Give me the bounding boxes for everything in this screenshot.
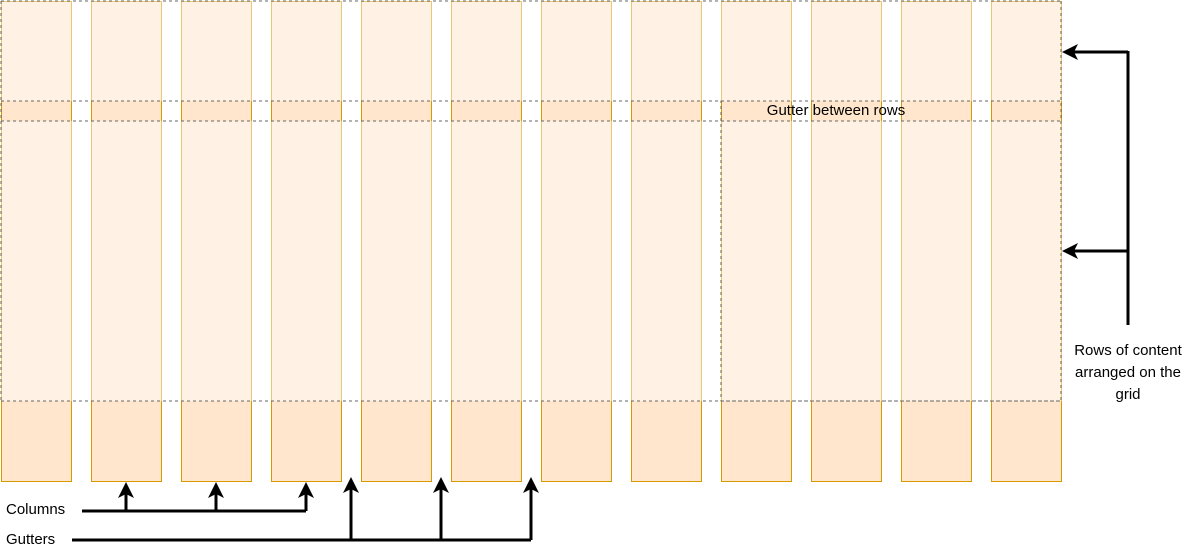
row-overlay xyxy=(541,121,612,401)
arrowhead-icon xyxy=(1062,243,1078,259)
row-overlay xyxy=(541,1,612,101)
gutter-between-rows-label: Gutter between rows xyxy=(766,102,906,119)
rows-label: Rows of content arranged on the grid xyxy=(1074,342,1182,403)
row-overlay xyxy=(991,1,1062,101)
grid-columns xyxy=(1,1,1062,482)
arrowhead-icon xyxy=(343,477,359,493)
row-overlay xyxy=(271,1,342,101)
row-overlay xyxy=(1,121,72,401)
row-overlay xyxy=(91,1,162,101)
row-overlay xyxy=(361,1,432,101)
row-overlay xyxy=(631,121,702,401)
row-overlay xyxy=(631,1,702,101)
row-overlay xyxy=(811,121,882,401)
arrowheads xyxy=(118,44,1078,498)
arrowhead-icon xyxy=(1062,44,1078,60)
arrowhead-icon xyxy=(208,482,224,498)
row-overlay xyxy=(721,1,792,101)
row-overlay xyxy=(361,121,432,401)
arrowhead-icon xyxy=(298,482,314,498)
row-guides xyxy=(0,0,1062,402)
arrowhead-icon xyxy=(523,477,539,493)
row-overlay xyxy=(1,1,72,101)
row-overlay xyxy=(91,121,162,401)
arrowhead-icon xyxy=(118,482,134,498)
row-overlay xyxy=(901,1,972,101)
content-block-outline xyxy=(720,100,1062,402)
row-overlay xyxy=(991,121,1062,401)
row-overlay xyxy=(901,121,972,401)
row-overlay xyxy=(451,121,522,401)
gutters-label: Gutters xyxy=(6,531,56,548)
arrows xyxy=(72,50,1130,542)
row-overlay xyxy=(451,1,522,101)
row-overlay xyxy=(181,121,252,401)
row-overlay xyxy=(271,121,342,401)
row-overlay xyxy=(811,1,882,101)
row-overlay xyxy=(721,121,792,401)
columns-label: Columns xyxy=(6,501,66,518)
row-overlay xyxy=(181,1,252,101)
arrowhead-icon xyxy=(433,477,449,493)
